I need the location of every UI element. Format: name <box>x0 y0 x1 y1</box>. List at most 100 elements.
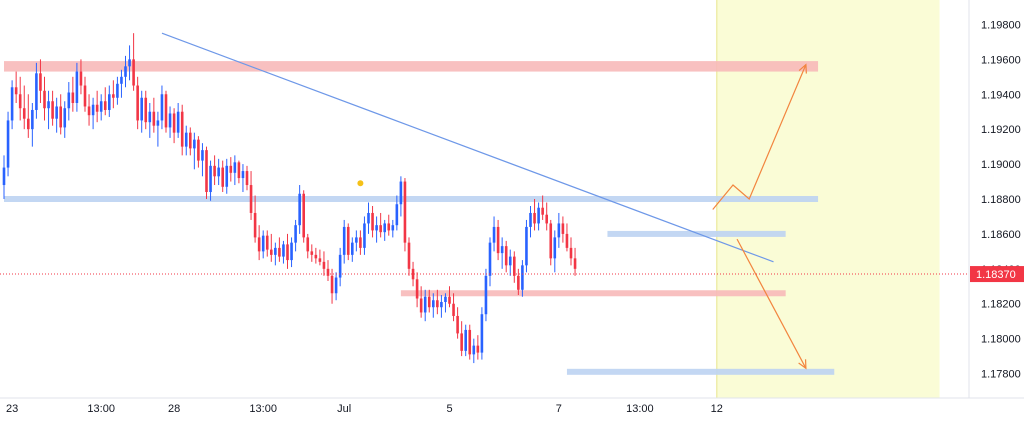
candle-body <box>136 85 139 121</box>
candle-body <box>168 113 172 128</box>
candle-body <box>460 333 463 351</box>
forecast-arrow-down-arrowhead <box>798 359 807 370</box>
current-price-label: 1.18370 <box>970 266 1024 283</box>
candle-body <box>148 111 152 123</box>
candle-body <box>387 223 391 231</box>
forecast-arrow-up <box>712 64 807 210</box>
candle-body <box>164 94 168 128</box>
y-tick-label: 1.18200 <box>981 299 1021 311</box>
candle-body <box>112 94 115 98</box>
candle-body <box>59 106 62 128</box>
candle-body <box>561 223 565 234</box>
candle-body <box>379 225 382 233</box>
support-band-mid <box>607 230 786 237</box>
candle-body <box>411 268 415 280</box>
candle-body <box>484 275 488 315</box>
candle-body <box>508 256 512 266</box>
candle-body <box>156 120 160 126</box>
candle-body <box>496 226 500 254</box>
candle-body <box>314 254 318 259</box>
y-tick-label: 1.18600 <box>981 229 1021 241</box>
candle-body <box>298 193 301 226</box>
demand-zone-lower <box>400 290 786 297</box>
candle-body <box>217 167 220 177</box>
candle-body <box>132 59 135 86</box>
candle-body <box>557 223 561 238</box>
candle-body <box>375 225 378 231</box>
candle-body <box>351 242 354 255</box>
x-tick-label: 12 <box>711 403 723 415</box>
candle-body <box>363 223 366 248</box>
x-axis-ticks: 23 13:00 28 13:00 Jul 5 7 13:00 12 <box>6 403 723 415</box>
candle-body <box>464 329 467 351</box>
candle-body <box>282 244 285 257</box>
candle-body <box>346 226 350 255</box>
x-tick-label: Jul <box>337 403 351 415</box>
level-zones <box>4 61 835 375</box>
candle-body <box>270 249 273 255</box>
candle-body <box>318 258 322 262</box>
candle-body <box>444 296 447 302</box>
candle-body <box>294 225 297 243</box>
candle-body <box>415 279 419 299</box>
y-tick-label: 1.19400 <box>981 89 1021 101</box>
candle-body <box>553 237 557 259</box>
candle-body <box>326 268 330 276</box>
candle-body <box>261 235 265 252</box>
x-tick-label: 13:00 <box>626 403 654 415</box>
candle-body <box>172 113 176 133</box>
candle-body <box>63 108 67 128</box>
candle-body <box>383 223 386 233</box>
current-price-badge <box>970 266 1024 283</box>
candle-body <box>180 111 184 147</box>
candle-body <box>427 296 431 308</box>
candle-body <box>209 165 212 193</box>
candle-body <box>22 108 26 119</box>
candle-body <box>500 246 504 254</box>
candle-body <box>322 261 326 269</box>
candle-body <box>253 212 257 238</box>
candle-body <box>249 185 253 213</box>
candle-body <box>257 237 261 252</box>
y-tick-label: 1.19000 <box>981 159 1021 171</box>
candle-body <box>31 109 34 130</box>
candle-body <box>120 76 123 84</box>
candle-body <box>452 303 455 316</box>
x-tick-label: 5 <box>446 403 452 415</box>
candle-body <box>395 204 399 226</box>
candle-body <box>91 104 95 116</box>
candle-body <box>233 162 237 173</box>
candle-body <box>569 247 573 259</box>
candle-body <box>47 101 50 109</box>
candle-body <box>367 212 370 224</box>
candle-body <box>2 167 6 186</box>
y-tick-label: 1.19200 <box>981 124 1021 136</box>
candle-body <box>241 171 245 179</box>
candle-body <box>310 251 314 255</box>
candle-body <box>237 162 241 179</box>
candle-body <box>448 296 451 304</box>
candle-body <box>128 59 131 67</box>
candle-body <box>525 226 528 266</box>
forecast-arrow-up-arrowhead <box>798 63 807 74</box>
candle-body <box>476 345 480 353</box>
candle-body <box>87 106 91 116</box>
candle-body <box>51 101 54 119</box>
candle-body <box>472 345 476 355</box>
candle-body <box>549 223 553 259</box>
y-axis-ticks: 1.19800 1.19600 1.19400 1.19200 1.19000 1.188… <box>981 19 1021 380</box>
candle-body <box>355 237 358 243</box>
candle-body <box>201 150 204 161</box>
candle-body <box>75 71 79 103</box>
candle-body <box>116 83 119 98</box>
candle-body <box>403 181 407 243</box>
y-tick-label: 1.17800 <box>981 369 1021 381</box>
candle-body <box>541 207 544 215</box>
candle-body <box>193 139 196 149</box>
candle-body <box>419 298 423 313</box>
candle-body <box>274 247 277 255</box>
candle-body <box>14 87 18 95</box>
candle-body <box>83 85 87 107</box>
